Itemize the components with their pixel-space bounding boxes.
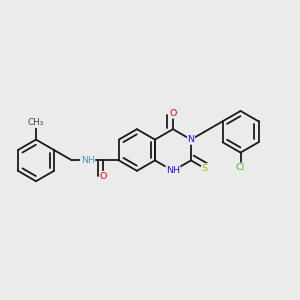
Text: NH: NH: [81, 156, 95, 165]
Text: NH: NH: [166, 166, 180, 175]
Text: O: O: [169, 109, 177, 118]
Text: O: O: [100, 172, 107, 181]
Text: CH₃: CH₃: [28, 118, 44, 127]
Text: Cl: Cl: [236, 163, 245, 172]
Text: S: S: [202, 164, 208, 173]
Text: N: N: [188, 135, 194, 144]
